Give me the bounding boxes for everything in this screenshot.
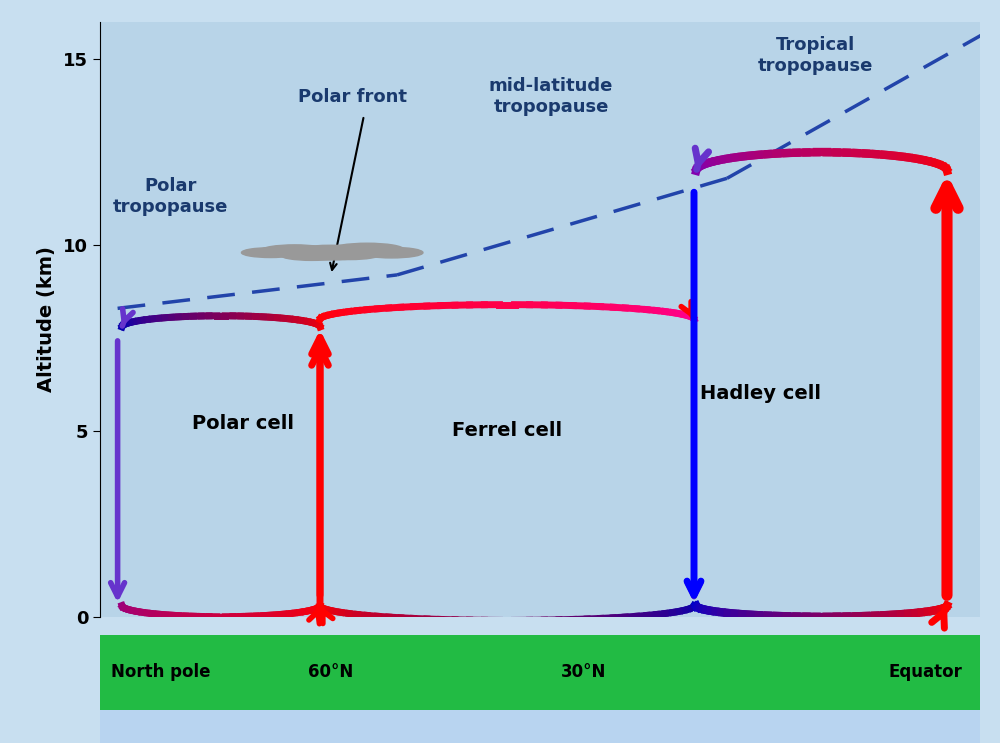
Text: Polar cell: Polar cell [192,414,294,433]
Circle shape [261,245,329,256]
Circle shape [360,247,423,258]
Text: Polar front: Polar front [298,88,408,106]
Circle shape [287,245,375,260]
Circle shape [331,243,404,256]
Text: 30°N: 30°N [561,663,607,681]
Circle shape [280,250,343,260]
Text: Ferrel cell: Ferrel cell [452,421,562,441]
Text: Equator: Equator [888,663,962,681]
Text: Polar
tropopause: Polar tropopause [113,178,228,216]
Text: Tropical
tropopause: Tropical tropopause [757,36,873,75]
FancyBboxPatch shape [100,635,980,710]
Text: 60°N: 60°N [308,663,354,681]
FancyBboxPatch shape [100,710,980,743]
Circle shape [241,247,300,258]
Text: Hadley cell: Hadley cell [700,384,820,403]
Y-axis label: Altitude (km): Altitude (km) [37,247,56,392]
Text: North pole: North pole [111,663,210,681]
Text: mid-latitude
tropopause: mid-latitude tropopause [489,77,613,116]
Circle shape [321,250,379,259]
